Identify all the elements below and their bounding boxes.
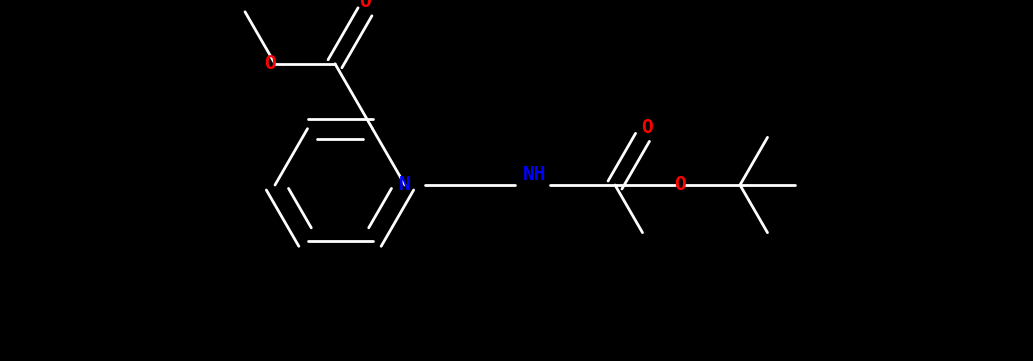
Text: N: N xyxy=(399,175,411,195)
Text: O: O xyxy=(675,175,686,195)
Text: O: O xyxy=(264,54,276,73)
Text: O: O xyxy=(359,0,371,11)
Text: O: O xyxy=(641,118,654,137)
Text: NH: NH xyxy=(524,165,546,184)
